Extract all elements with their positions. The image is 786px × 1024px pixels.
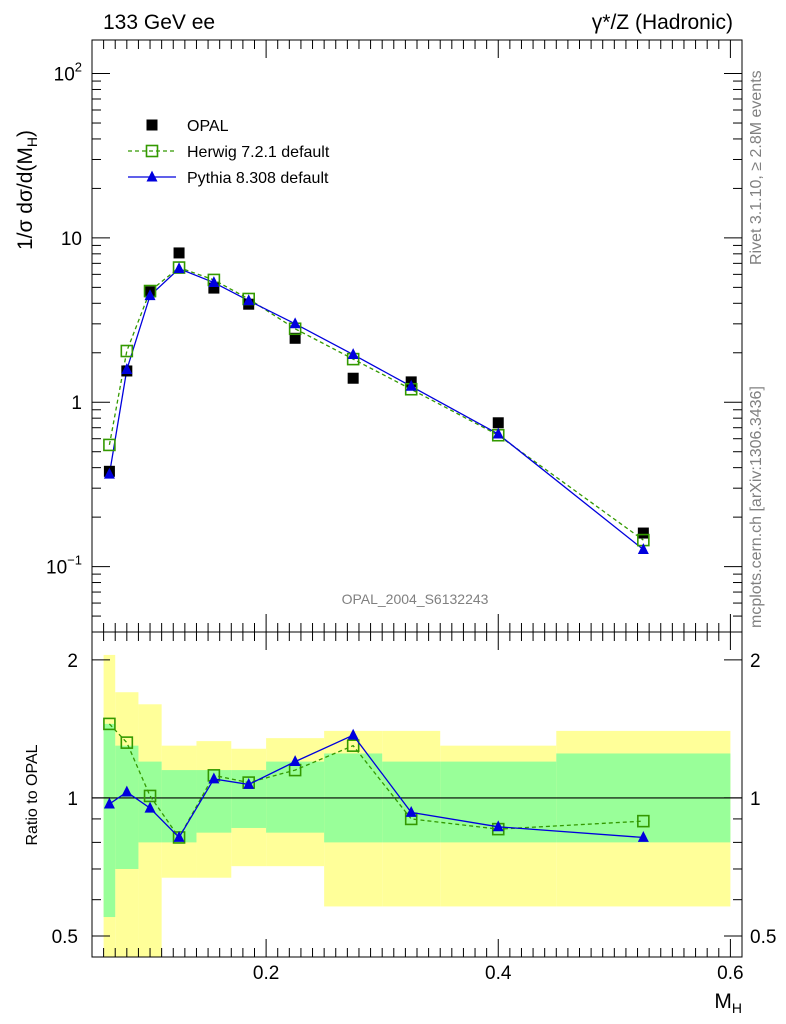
pythia-point: [173, 831, 185, 842]
ratio-plot-layer: [92, 717, 742, 844]
herwig-point: [637, 814, 650, 828]
pythia-point: [243, 294, 255, 306]
pythia-point: [289, 317, 301, 329]
main-panel: 10−1 1 10 102: [46, 39, 743, 633]
pythia-point: [347, 728, 359, 740]
ratio-band-1sigma: [103, 723, 116, 918]
mcplots-reference-label: mcplots.cern.ch [arXiv:1306.3436]: [748, 386, 765, 628]
opal-point: [492, 417, 504, 429]
opal-point: [173, 247, 185, 259]
series-line: [108, 266, 644, 541]
y-tick-label: 102: [54, 60, 82, 86]
pythia-point: [492, 820, 504, 832]
header-right-label: γ*/Z (Hadronic): [592, 11, 733, 34]
ratio-y-tick-label-right: 2: [750, 651, 761, 672]
opal-point: [208, 282, 220, 294]
pythia-point: [121, 363, 133, 375]
pythia-point: [121, 785, 133, 797]
pythia-point: [144, 289, 156, 301]
herwig-point: [346, 739, 360, 752]
ratio-axis-ticks: 0.2 0.4 0.6 0.5 0.5 1 1 2 2: [52, 632, 776, 984]
ratio-band-1sigma: [161, 770, 197, 843]
header-left-label: 133 GeV ee: [103, 11, 215, 34]
legend: OPAL Herwig 7.2.1 default Pythia 8.308 def…: [128, 118, 330, 187]
legend-entry-label: Pythia 8.308 default: [187, 170, 329, 187]
main-plot-layer: [103, 247, 650, 554]
ratio-y-tick-label-right: 1: [750, 789, 761, 810]
x-axis-title: MH: [714, 990, 742, 1016]
herwig-point: [120, 736, 134, 749]
analysis-label: OPAL_2004_S6132243: [342, 591, 489, 607]
ratio-y-tick-label: 2: [67, 651, 78, 672]
pythia-point: [243, 778, 255, 789]
pythia-point: [208, 772, 220, 784]
pythia-point: [146, 170, 158, 182]
y-tick-label: 10: [61, 229, 82, 250]
ratio-y-axis-title: Ratio to OPAL: [24, 744, 41, 845]
legend-entry-label: OPAL: [187, 118, 229, 135]
pythia-point: [405, 805, 417, 817]
opal-point: [146, 119, 158, 131]
ratio-y-tick-label-right: 0.5: [750, 927, 776, 948]
herwig-point: [145, 144, 159, 158]
ratio-y-tick-label: 0.5: [52, 927, 78, 948]
pythia-point: [289, 755, 301, 767]
pythia-point: [103, 797, 115, 809]
x-tick-label: 0.2: [253, 963, 279, 984]
pythia-point: [405, 379, 417, 391]
legend-entry-label: Herwig 7.2.1 default: [187, 144, 330, 161]
pythia-point: [637, 831, 649, 842]
y-tick-label: 1: [71, 393, 82, 414]
y-tick-label: 10−1: [46, 553, 82, 579]
herwig-point: [103, 438, 116, 452]
pythia-point: [144, 801, 156, 813]
opal-point: [347, 372, 359, 384]
pythia-point: [208, 276, 220, 287]
herwig-point: [120, 344, 134, 358]
ratio-panel: 0.2 0.4 0.6 0.5 0.5 1 1 2 2: [52, 631, 776, 984]
main-y-axis-title: 1/σ dσ/d(MH): [14, 130, 40, 250]
ratio-band-1sigma: [266, 761, 325, 833]
x-tick-label: 0.4: [485, 963, 512, 984]
series-line: [108, 267, 644, 551]
main-axis-ticks: 10−1 1 10 102: [46, 40, 742, 633]
ratio-y-tick-label: 1: [67, 789, 78, 810]
pythia-point: [492, 427, 504, 439]
pythia-point: [347, 348, 359, 360]
herwig-point: [103, 717, 116, 731]
opal-point: [637, 527, 649, 539]
pythia-point: [637, 543, 649, 554]
ratio-band-1sigma: [115, 745, 139, 869]
ratio-band-1sigma: [382, 761, 441, 843]
pythia-point: [103, 467, 115, 479]
pythia-point: [173, 262, 185, 274]
opal-point: [289, 332, 301, 344]
herwig-point: [143, 789, 157, 803]
x-tick-label: 0.6: [717, 963, 743, 984]
rivet-version-label: Rivet 3.1.10, ≥ 2.8M events: [748, 70, 765, 265]
